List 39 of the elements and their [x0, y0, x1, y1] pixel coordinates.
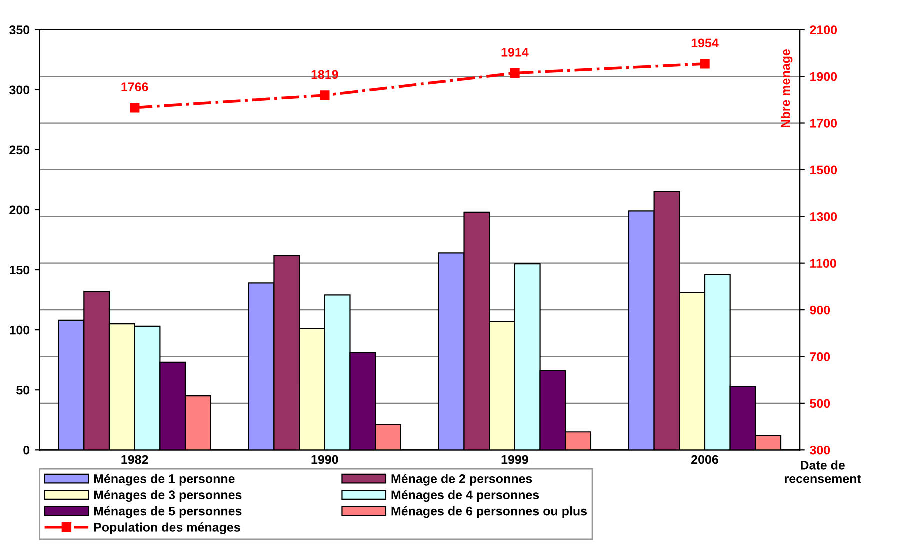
- y2-tick-label: 300: [810, 446, 830, 455]
- point: [130, 102, 140, 113]
- y2-tick-label: 1100: [810, 259, 836, 268]
- y-tick-label: 350: [10, 26, 30, 35]
- y2-tick-label: 900: [810, 306, 830, 315]
- x-tick-label: 1999: [502, 455, 528, 464]
- y2-tick-label: 1500: [810, 166, 838, 175]
- legend-label: Ménages de 3 personnes: [94, 490, 242, 502]
- data-label: 1914: [502, 48, 529, 57]
- point: [700, 59, 710, 69]
- legend-label: Ménage de 2 personnes: [392, 474, 532, 486]
- y2-tick-label: 1700: [810, 119, 838, 128]
- x-axis-title: Date de recensement: [785, 460, 862, 484]
- x-tick-label: 2006: [692, 455, 718, 464]
- legend-label: Ménages de 1 personne: [94, 474, 235, 486]
- y2-tick-label: 1900: [810, 72, 838, 82]
- y-tick-label: 50: [16, 386, 30, 395]
- legend-label: Population des ménages: [94, 522, 240, 534]
- legend-label: Ménages de 4 personnes: [392, 490, 540, 502]
- y-tick-label: 150: [10, 266, 30, 275]
- legend-label: Ménages de 6 personnes ou plus: [392, 506, 588, 518]
- y2-tick-label: 2100: [810, 26, 838, 35]
- y-tick-label: 0: [24, 446, 30, 455]
- x-tick-label: 1990: [312, 455, 338, 464]
- y2-tick-label: 500: [810, 399, 830, 408]
- y-tick-label: 200: [10, 206, 30, 215]
- y-tick-label: 250: [10, 146, 30, 155]
- point: [320, 90, 330, 100]
- point: [510, 68, 520, 78]
- y2-tick-label: 700: [810, 352, 830, 362]
- y2-axis-title: Nbre menage: [781, 50, 793, 128]
- y2-tick-label: 1300: [810, 212, 838, 222]
- data-label: 1819: [312, 70, 338, 80]
- data-label: 1766: [122, 82, 148, 92]
- legend-label: Ménages de 5 personnes: [94, 506, 242, 518]
- y-tick-label: 100: [10, 326, 30, 335]
- data-label: 1954: [692, 38, 719, 48]
- x-tick-label: 1982: [122, 455, 148, 464]
- y-tick-label: 300: [10, 86, 30, 95]
